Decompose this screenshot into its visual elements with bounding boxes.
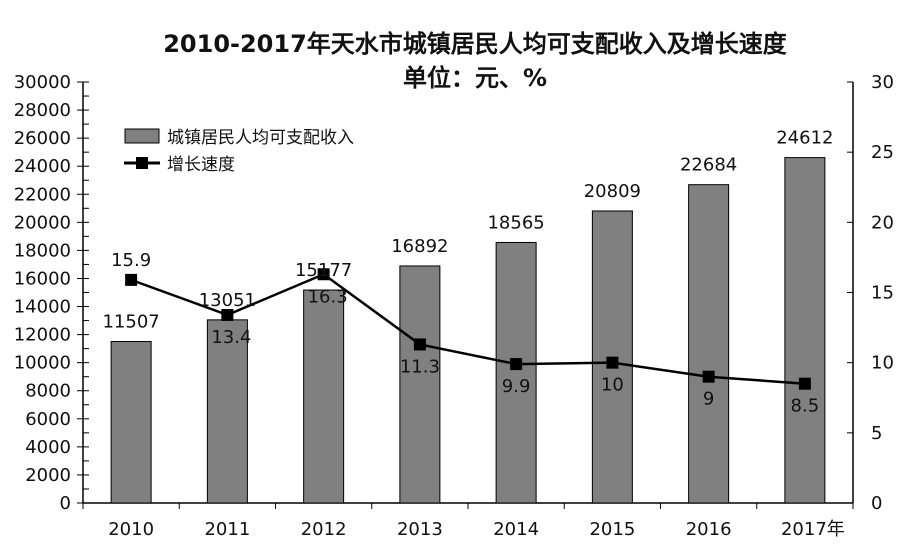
axes: 0 2000 4000 6000 8000 10000 12000 14000 16000 180… xyxy=(14,72,894,540)
growth-marker xyxy=(125,273,138,286)
bar xyxy=(206,319,248,504)
left-tick-label: 8000 xyxy=(25,381,71,402)
left-tick-label: 24000 xyxy=(14,156,71,177)
legend-bar-label: 城镇居民人均可支配收入 xyxy=(167,128,354,148)
left-tick-label: 14000 xyxy=(14,297,71,318)
x-tick-label: 2014 xyxy=(493,519,539,540)
x-tick-label: 2012 xyxy=(301,519,347,540)
left-tick-label: 30000 xyxy=(14,72,71,93)
bar xyxy=(110,341,152,504)
left-tick-label: 10000 xyxy=(14,353,71,374)
legend-line-label: 增长速度 xyxy=(167,155,235,175)
bar xyxy=(591,210,633,504)
bar-value-label: 16892 xyxy=(391,236,448,257)
bar-value-label: 24612 xyxy=(776,128,833,149)
left-tick-label: 18000 xyxy=(14,240,71,261)
left-tick-label: 16000 xyxy=(14,268,71,289)
growth-marker xyxy=(221,308,234,321)
left-tick-label: 26000 xyxy=(14,128,71,149)
bar xyxy=(688,184,730,504)
growth-value-label: 11.3 xyxy=(400,356,440,377)
growth-marker xyxy=(702,370,715,383)
right-tick-label: 25 xyxy=(871,142,894,163)
growth-line xyxy=(125,268,811,390)
bar xyxy=(303,289,345,504)
x-tick-label: 2011 xyxy=(204,519,250,540)
left-tick-label: 28000 xyxy=(14,100,71,121)
right-tick-label: 15 xyxy=(871,283,894,304)
left-tick-label: 22000 xyxy=(14,184,71,205)
x-tick-label: 2017年 xyxy=(781,519,845,540)
growth-value-label: 13.4 xyxy=(211,327,251,348)
growth-marker xyxy=(413,338,426,351)
bar xyxy=(495,241,537,504)
left-tick-label: 20000 xyxy=(14,212,71,233)
bars xyxy=(110,157,826,504)
growth-marker xyxy=(606,356,619,369)
right-tick-label: 10 xyxy=(871,353,894,374)
growth-value-label: 9.9 xyxy=(502,376,531,397)
legend-bar-swatch xyxy=(124,128,160,144)
chart-title: 2010-2017年天水市城镇居民人均可支配收入及增长速度 xyxy=(163,30,788,58)
legend: 城镇居民人均可支配收入 增长速度 xyxy=(124,128,354,175)
left-tick-label: 12000 xyxy=(14,325,71,346)
growth-marker xyxy=(510,358,523,371)
bar-value-label: 13051 xyxy=(199,290,256,311)
bar xyxy=(399,265,441,504)
bar-value-label: 20809 xyxy=(584,181,641,202)
bar-value-label: 11507 xyxy=(102,312,159,333)
chart-subtitle: 单位：元、% xyxy=(403,64,547,92)
x-tick-label: 2010 xyxy=(108,519,154,540)
growth-value-label: 9 xyxy=(703,389,714,410)
growth-value-label: 16.3 xyxy=(308,286,348,307)
growth-value-label: 15.9 xyxy=(111,250,151,271)
x-tick-label: 2013 xyxy=(397,519,443,540)
growth-polyline xyxy=(130,272,805,385)
growth-value-label: 10 xyxy=(601,375,624,396)
right-tick-label: 20 xyxy=(871,212,894,233)
right-tick-label: 0 xyxy=(871,493,882,514)
bar-value-label: 22684 xyxy=(680,155,737,176)
x-tick-label: 2015 xyxy=(589,519,635,540)
right-tick-label: 5 xyxy=(871,423,882,444)
left-tick-label: 2000 xyxy=(25,465,71,486)
right-tick-label: 30 xyxy=(871,72,894,93)
legend-line-marker xyxy=(136,157,148,169)
growth-value-label: 8.5 xyxy=(791,396,820,417)
growth-marker xyxy=(798,377,811,390)
left-tick-label: 0 xyxy=(60,493,71,514)
bar xyxy=(784,157,826,504)
left-tick-label: 4000 xyxy=(25,437,71,458)
data-labels: 11507 13051 15177 16892 18565 20809 22684 24612… xyxy=(102,128,833,417)
bar-value-label: 18565 xyxy=(487,212,544,233)
growth-marker xyxy=(317,268,330,281)
x-tick-label: 2016 xyxy=(686,519,732,540)
bar-value-label: 15177 xyxy=(295,260,352,281)
left-tick-label: 6000 xyxy=(25,409,71,430)
